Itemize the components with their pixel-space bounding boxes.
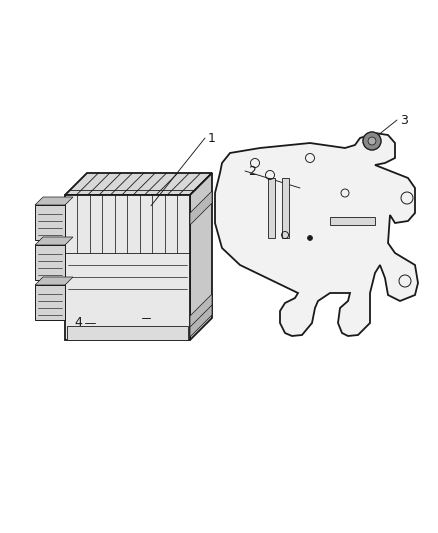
Polygon shape bbox=[35, 245, 65, 280]
Polygon shape bbox=[35, 197, 73, 205]
Polygon shape bbox=[190, 173, 212, 340]
Polygon shape bbox=[267, 178, 274, 238]
Text: 4: 4 bbox=[74, 317, 82, 329]
Polygon shape bbox=[65, 173, 212, 195]
Polygon shape bbox=[329, 217, 374, 225]
Text: 1: 1 bbox=[208, 132, 215, 144]
Polygon shape bbox=[215, 133, 417, 336]
Polygon shape bbox=[190, 294, 212, 328]
Circle shape bbox=[367, 137, 375, 145]
Polygon shape bbox=[67, 326, 187, 340]
Circle shape bbox=[362, 132, 380, 150]
Circle shape bbox=[307, 236, 312, 240]
Polygon shape bbox=[65, 195, 190, 340]
Text: 3: 3 bbox=[399, 114, 407, 126]
Polygon shape bbox=[35, 285, 65, 320]
Polygon shape bbox=[35, 205, 65, 240]
Polygon shape bbox=[190, 191, 212, 225]
Polygon shape bbox=[35, 277, 73, 285]
Text: 2: 2 bbox=[247, 165, 255, 177]
Polygon shape bbox=[35, 237, 73, 245]
Polygon shape bbox=[190, 305, 212, 337]
Polygon shape bbox=[281, 178, 288, 238]
